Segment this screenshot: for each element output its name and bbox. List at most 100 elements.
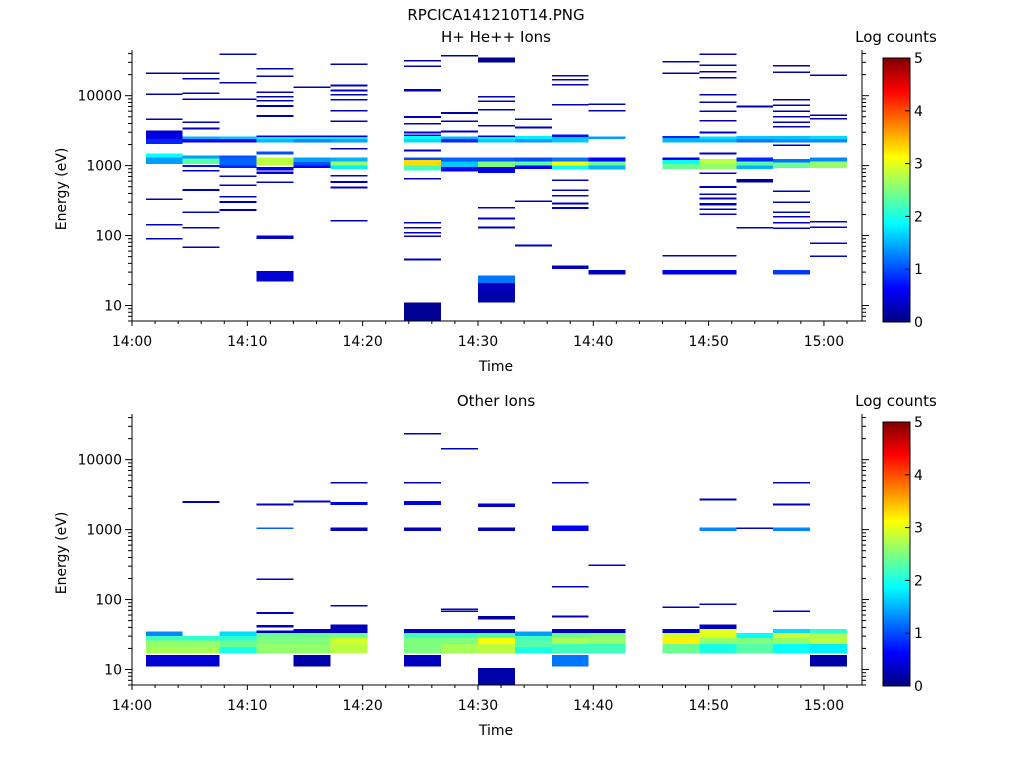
heatmap-cell <box>330 137 368 139</box>
heatmap-cell <box>293 628 331 634</box>
heatmap-cell <box>551 137 589 143</box>
heatmap-cell <box>478 226 515 229</box>
heatmap-cell <box>810 628 847 634</box>
heatmap-cell <box>145 118 183 121</box>
colorbar-label-top: Log counts <box>855 28 937 46</box>
heatmap-cell <box>404 65 442 68</box>
heatmap-cell <box>404 258 442 261</box>
heatmap-cell <box>256 91 294 93</box>
heatmap-cell <box>551 165 589 170</box>
heatmap-cell <box>219 195 257 198</box>
heatmap-cell <box>404 501 442 505</box>
heatmap-cell <box>404 160 442 166</box>
heatmap-cell <box>699 603 737 605</box>
heatmap-cell <box>810 655 847 667</box>
heatmap-cell <box>219 201 257 204</box>
heatmap-cell <box>810 161 847 169</box>
colorbar-gradient <box>882 421 911 687</box>
heatmap-cell <box>551 161 589 166</box>
heatmap-cell <box>182 501 220 503</box>
heatmap-cell <box>662 270 700 275</box>
heatmap-cell <box>404 157 442 160</box>
heatmap-cell <box>551 75 589 77</box>
heatmap-cell <box>810 157 847 162</box>
heatmap-cell <box>330 63 368 66</box>
heatmap-cell <box>551 84 589 86</box>
heatmap-cell <box>256 137 294 139</box>
colorbar: 0 1 2 3 4 5 <box>882 415 923 695</box>
heatmap-cell <box>551 189 589 192</box>
colorbar-tick-label: 1 <box>914 262 923 278</box>
heatmap-cell <box>588 103 626 106</box>
heatmap-cell <box>219 631 257 637</box>
heatmap-cell <box>404 227 442 229</box>
heatmap-cell <box>699 131 737 134</box>
y-tick-label: 1000 <box>86 523 122 539</box>
heatmap-cell <box>662 137 700 143</box>
heatmap-cell <box>404 433 442 435</box>
heatmap-cell <box>478 100 515 103</box>
heatmap-cell <box>145 130 183 134</box>
heatmap-cell <box>404 122 442 125</box>
x-axis-label-bottom: Time <box>478 723 513 739</box>
heatmap-cell <box>773 116 811 118</box>
heatmap-cell <box>773 65 811 67</box>
heatmap-cell <box>773 227 811 229</box>
heatmap-cell <box>699 203 737 206</box>
heatmap-cell <box>699 527 737 532</box>
x-tick-label: 14:50 <box>688 334 728 350</box>
heatmap-cell <box>256 235 294 239</box>
heatmap-cell <box>256 99 294 102</box>
heatmap-cell <box>551 527 589 532</box>
heatmap-cell <box>330 501 368 505</box>
heatmap-cell <box>145 198 183 201</box>
heatmap-cell <box>551 79 589 81</box>
heatmap-cell <box>219 136 257 139</box>
heatmap-cell <box>219 157 257 166</box>
heatmap-cell <box>478 206 515 209</box>
heatmap-cell <box>145 237 183 240</box>
heatmap-cell <box>551 207 589 209</box>
colorbar-label-bottom: Log counts <box>855 392 937 410</box>
heatmap-cell <box>441 448 478 450</box>
heatmap-cell <box>404 222 442 224</box>
heatmap-cell <box>182 655 220 667</box>
heatmap-cell <box>145 223 183 226</box>
heatmap-cell <box>404 628 442 634</box>
heatmap-cell <box>551 104 589 106</box>
heatmap-cell <box>441 112 478 114</box>
heatmap-cell <box>478 125 515 127</box>
heatmap-cell <box>478 157 515 162</box>
heatmap-cell <box>773 139 811 143</box>
y-axis-label-top: Energy (eV) <box>54 148 70 231</box>
heatmap-cell <box>404 482 442 484</box>
heatmap-cell <box>293 139 331 143</box>
heatmap-cell <box>810 226 847 229</box>
heatmap-cell <box>404 231 442 234</box>
heatmap-cell <box>330 84 368 87</box>
heatmap-cell <box>699 638 737 645</box>
heatmap-cell <box>330 157 368 162</box>
heatmap-cell <box>441 161 478 168</box>
heatmap-cell <box>699 53 737 56</box>
heatmap-cell <box>182 155 220 159</box>
heatmap-cell <box>330 89 368 92</box>
heatmap-cell <box>478 527 515 532</box>
heatmap-cell <box>182 170 220 172</box>
heatmap-cell <box>551 179 589 182</box>
heatmap-cell <box>736 136 774 139</box>
heatmap-cell <box>182 127 220 130</box>
colorbar-tick-label: 2 <box>914 573 923 589</box>
heatmap-cell <box>330 175 368 177</box>
heatmap-cell <box>404 116 442 118</box>
heatmap-cell <box>330 633 368 639</box>
heatmap-cell <box>588 270 626 275</box>
heatmap-cell <box>182 139 220 143</box>
figure-title: RPCICA141210T14.PNG <box>407 6 584 24</box>
x-tick-label: 14:10 <box>227 334 267 350</box>
heatmap-cell <box>514 118 552 121</box>
heatmap-cell <box>404 88 442 92</box>
heatmap-cell <box>773 104 811 107</box>
heatmap-cell <box>293 135 331 138</box>
